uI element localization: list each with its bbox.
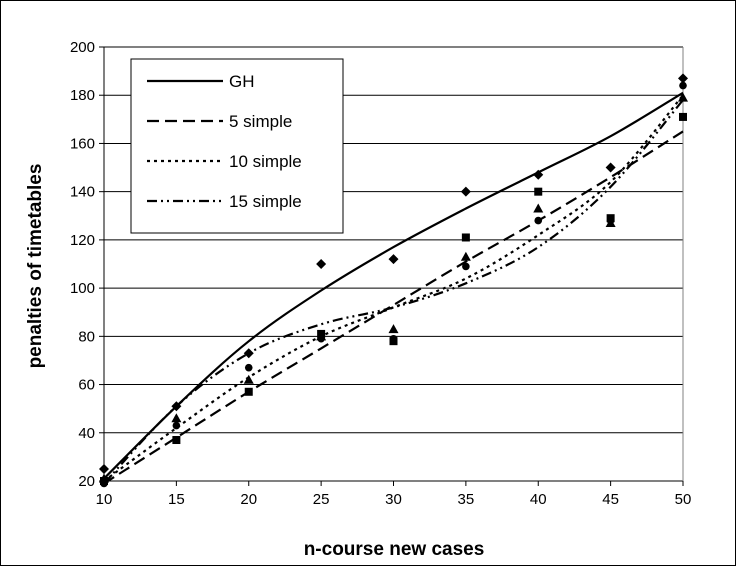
- legend-box: [130, 58, 344, 234]
- x-tick-label-15: 15: [168, 491, 185, 508]
- legend-label-1: GH: [229, 72, 255, 91]
- y-tick-label-60: 60: [78, 377, 95, 394]
- data-point-series4-20: [244, 363, 253, 372]
- data-point-series3-15: [171, 413, 182, 423]
- x-tick-label-35: 35: [458, 491, 475, 508]
- data-point-series4-45: [606, 216, 615, 225]
- y-axis-title: penalties of timetables: [25, 164, 46, 369]
- x-tick-label-25: 25: [313, 491, 330, 508]
- data-point-series1-50: [678, 73, 688, 84]
- x-tick-label-20: 20: [240, 491, 257, 508]
- data-point-series1-15: [171, 401, 182, 412]
- y-tick-label-160: 160: [70, 135, 95, 152]
- data-point-series4-40: [534, 216, 543, 225]
- x-tick-label-45: 45: [602, 491, 619, 508]
- data-point-series3-50: [678, 92, 688, 102]
- data-point-series1-20: [243, 348, 254, 359]
- trend-line-3: [103, 94, 684, 482]
- data-point-series1-10: [99, 463, 109, 474]
- trend-line-4: [103, 99, 684, 485]
- trend-line-1: [103, 91, 684, 480]
- legend-label-2: 5 simple: [229, 112, 292, 131]
- data-point-series1-30: [388, 254, 399, 265]
- data-point-series3-40: [533, 203, 544, 213]
- x-tick-label-30: 30: [385, 491, 402, 508]
- y-tick-label-140: 140: [70, 184, 95, 201]
- data-point-series3-10: [99, 473, 109, 483]
- data-point-series3-30: [388, 324, 399, 334]
- data-point-series1-45: [605, 162, 616, 173]
- tick-labels: 10 15 20 25 30 35 40 45 50 20 40 60 80 100 120 140 160 18…: [70, 39, 691, 508]
- y-tick-label-20: 20: [78, 473, 95, 490]
- x-axis-title: n-course new cases: [304, 539, 485, 560]
- data-point-series4-25: [317, 334, 325, 343]
- y-tick-label-80: 80: [78, 328, 95, 345]
- y-tick-label-200: 200: [70, 39, 95, 56]
- y-tick-label-40: 40: [78, 425, 95, 442]
- x-tick-label-50: 50: [675, 491, 692, 508]
- data-point-series2-15: [172, 436, 181, 445]
- y-tick-label-120: 120: [70, 232, 95, 249]
- data-point-series3-35: [460, 251, 471, 261]
- data-markers: [99, 73, 688, 488]
- data-point-series1-35: [460, 186, 471, 197]
- x-tick-label-40: 40: [530, 491, 547, 508]
- data-point-series3-20: [243, 374, 254, 384]
- data-point-series4-15: [172, 421, 181, 430]
- x-tick-label-10: 10: [96, 491, 113, 508]
- legend: GH 5 simple 10 simple 15 simple: [130, 58, 344, 234]
- y-tick-label-100: 100: [70, 280, 95, 297]
- data-point-series4-35: [462, 262, 470, 271]
- y-tick-label-180: 180: [70, 87, 95, 104]
- legend-label-4: 15 simple: [229, 192, 302, 211]
- data-point-series1-40: [533, 169, 544, 180]
- data-point-series2-50: [679, 112, 687, 121]
- data-point-series2-40: [534, 187, 543, 196]
- legend-label-3: 10 simple: [229, 152, 302, 171]
- data-point-series4-30: [389, 334, 398, 343]
- trend-line-2: [103, 130, 684, 485]
- trend-lines: [103, 91, 684, 485]
- data-point-series4-50: [679, 81, 687, 90]
- data-point-series1-25: [316, 259, 327, 269]
- data-point-series2-35: [461, 233, 470, 242]
- data-point-series2-20: [244, 387, 253, 396]
- data-point-series4-10: [100, 479, 108, 488]
